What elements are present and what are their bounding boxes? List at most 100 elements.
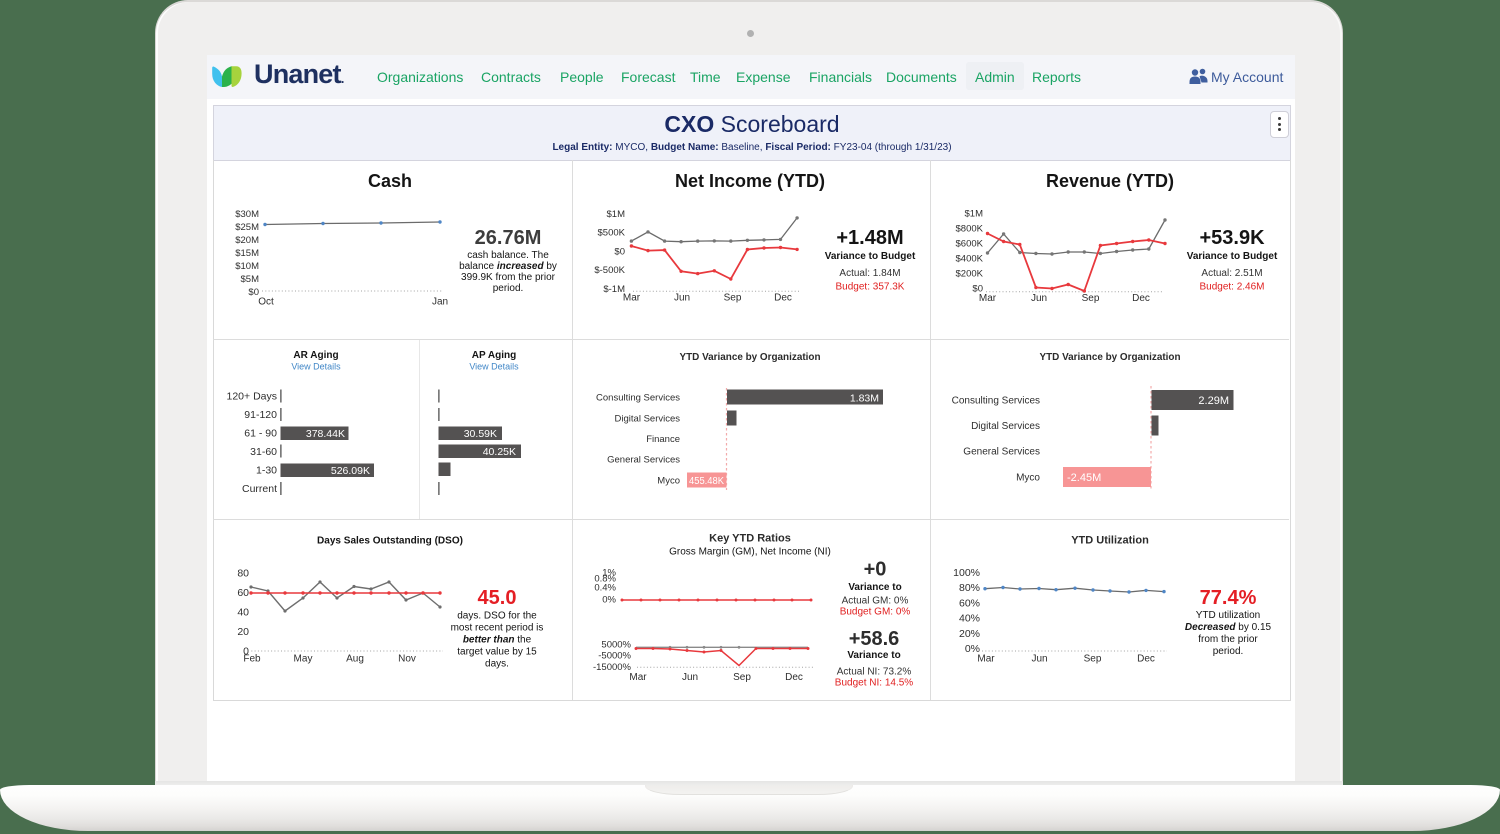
svg-text:31-60: 31-60 xyxy=(250,446,277,458)
svg-text:+0: +0 xyxy=(864,559,887,581)
svg-text:General Services: General Services xyxy=(607,455,680,466)
svg-text:91-120: 91-120 xyxy=(244,409,277,421)
svg-text:60: 60 xyxy=(237,587,249,599)
svg-text:61 - 90: 61 - 90 xyxy=(244,428,277,440)
svg-text:Actual: 1.84M: Actual: 1.84M xyxy=(839,268,900,279)
svg-text:AP Aging: AP Aging xyxy=(472,350,516,361)
svg-text:+1.48M: +1.48M xyxy=(836,227,903,249)
svg-text:Digital Services: Digital Services xyxy=(971,421,1040,432)
svg-text:Mar: Mar xyxy=(623,293,641,304)
svg-text:Cash: Cash xyxy=(368,171,412,191)
svg-text:days.: days. xyxy=(485,659,509,670)
svg-text:$0: $0 xyxy=(972,284,983,295)
svg-text:526.09K: 526.09K xyxy=(331,465,370,477)
svg-text:77.4%: 77.4% xyxy=(1200,587,1257,609)
svg-text:Actual: 2.51M: Actual: 2.51M xyxy=(1201,268,1262,279)
svg-text:YTD Variance by Organization: YTD Variance by Organization xyxy=(1040,351,1181,363)
svg-text:Budget: 357.3K: Budget: 357.3K xyxy=(836,282,905,293)
svg-text:-5000%: -5000% xyxy=(598,650,631,661)
svg-text:better than the: better than the xyxy=(463,635,532,646)
svg-text:Jun: Jun xyxy=(674,293,690,304)
svg-text:$25M: $25M xyxy=(235,222,259,233)
svg-text:Budget NI: 14.5%: Budget NI: 14.5% xyxy=(835,678,913,689)
svg-text:2.29M: 2.29M xyxy=(1198,395,1229,407)
svg-text:$800K: $800K xyxy=(956,224,984,235)
svg-text:Mar: Mar xyxy=(629,672,647,683)
svg-text:Oct: Oct xyxy=(258,297,274,308)
svg-text:Jun: Jun xyxy=(1031,654,1047,665)
svg-text:Consulting Services: Consulting Services xyxy=(952,396,1040,407)
svg-text:26.76M: 26.76M xyxy=(475,227,542,249)
svg-text:Myco: Myco xyxy=(657,476,680,487)
svg-text:Myco: Myco xyxy=(1016,473,1040,484)
svg-text:80%: 80% xyxy=(959,582,980,594)
svg-text:Days Sales Outstanding (DSO): Days Sales Outstanding (DSO) xyxy=(317,535,463,547)
svg-text:Jan: Jan xyxy=(432,297,448,308)
svg-text:target value by 15: target value by 15 xyxy=(457,647,537,658)
svg-text:80: 80 xyxy=(237,568,249,580)
svg-text:Feb: Feb xyxy=(243,654,261,665)
svg-text:Sep: Sep xyxy=(733,672,751,683)
svg-text:Jun: Jun xyxy=(682,672,698,683)
svg-text:most recent period is: most recent period is xyxy=(451,623,544,634)
svg-text:YTD Variance by Organization: YTD Variance by Organization xyxy=(680,351,821,363)
svg-text:YTD utilization: YTD utilization xyxy=(1196,610,1260,621)
svg-text:Key YTD Ratios: Key YTD Ratios xyxy=(709,533,791,545)
svg-text:period.: period. xyxy=(1213,646,1244,657)
svg-text:Variance to Budget: Variance to Budget xyxy=(1187,251,1278,262)
svg-text:455.48K: 455.48K xyxy=(689,476,724,487)
svg-text:$20M: $20M xyxy=(235,235,259,246)
svg-text:YTD Utilization: YTD Utilization xyxy=(1071,535,1149,547)
svg-text:$30M: $30M xyxy=(235,209,259,220)
svg-text:Finance: Finance xyxy=(646,434,680,445)
svg-text:Gross Margin (GM), Net Income: Gross Margin (GM), Net Income (NI) xyxy=(669,547,831,558)
svg-text:Net Income (YTD): Net Income (YTD) xyxy=(675,171,825,191)
svg-text:Mar: Mar xyxy=(979,293,997,304)
svg-text:$10M: $10M xyxy=(235,261,259,272)
svg-text:$0: $0 xyxy=(248,287,259,298)
svg-text:120+ Days: 120+ Days xyxy=(227,391,278,403)
svg-text:30.59K: 30.59K xyxy=(464,428,497,440)
svg-text:days. DSO for the: days. DSO for the xyxy=(457,611,537,622)
svg-text:1.83M: 1.83M xyxy=(850,393,879,405)
svg-text:$5M: $5M xyxy=(241,274,260,285)
svg-text:$600K: $600K xyxy=(956,239,984,250)
svg-text:0%: 0% xyxy=(602,595,616,606)
svg-text:Dec: Dec xyxy=(1137,654,1155,665)
svg-text:AR Aging: AR Aging xyxy=(293,350,338,361)
svg-text:1-30: 1-30 xyxy=(256,465,277,477)
svg-text:from the prior: from the prior xyxy=(1198,634,1258,645)
svg-text:+53.9K: +53.9K xyxy=(1199,227,1265,249)
svg-text:balance increased by: balance increased by xyxy=(459,261,557,272)
svg-text:Actual NI: 73.2%: Actual NI: 73.2% xyxy=(837,667,912,678)
svg-text:Actual GM: 0%: Actual GM: 0% xyxy=(842,596,909,607)
svg-text:399.9K from the prior: 399.9K from the prior xyxy=(461,272,556,283)
svg-text:May: May xyxy=(294,654,313,665)
svg-text:20: 20 xyxy=(237,626,249,638)
svg-text:Variance to: Variance to xyxy=(848,582,901,593)
svg-text:0: 0 xyxy=(243,646,249,658)
svg-text:Dec: Dec xyxy=(785,672,803,683)
svg-text:Nov: Nov xyxy=(398,654,416,665)
svg-text:$15M: $15M xyxy=(235,248,259,259)
svg-text:0.8%: 0.8% xyxy=(594,574,616,585)
svg-text:$0: $0 xyxy=(614,247,625,258)
svg-text:Variance to Budget: Variance to Budget xyxy=(825,251,916,262)
svg-text:-15000%: -15000% xyxy=(593,662,632,673)
svg-text:Budget GM: 0%: Budget GM: 0% xyxy=(840,607,911,618)
svg-text:40%: 40% xyxy=(959,613,980,625)
svg-text:Jun: Jun xyxy=(1031,293,1047,304)
svg-text:Sep: Sep xyxy=(1084,654,1102,665)
svg-text:0%: 0% xyxy=(965,643,980,655)
svg-text:Aug: Aug xyxy=(346,654,364,665)
svg-text:45.0: 45.0 xyxy=(478,587,517,609)
svg-text:Decreased by 0.15: Decreased by 0.15 xyxy=(1185,622,1272,633)
svg-text:Dec: Dec xyxy=(1132,293,1150,304)
svg-text:20%: 20% xyxy=(959,628,980,640)
svg-text:Budget: 2.46M: Budget: 2.46M xyxy=(1199,282,1264,293)
svg-text:$500K: $500K xyxy=(598,228,626,239)
svg-text:cash balance. The: cash balance. The xyxy=(467,250,549,261)
svg-text:378.44K: 378.44K xyxy=(306,428,345,440)
svg-text:60%: 60% xyxy=(959,597,980,609)
svg-text:Sep: Sep xyxy=(1082,293,1100,304)
